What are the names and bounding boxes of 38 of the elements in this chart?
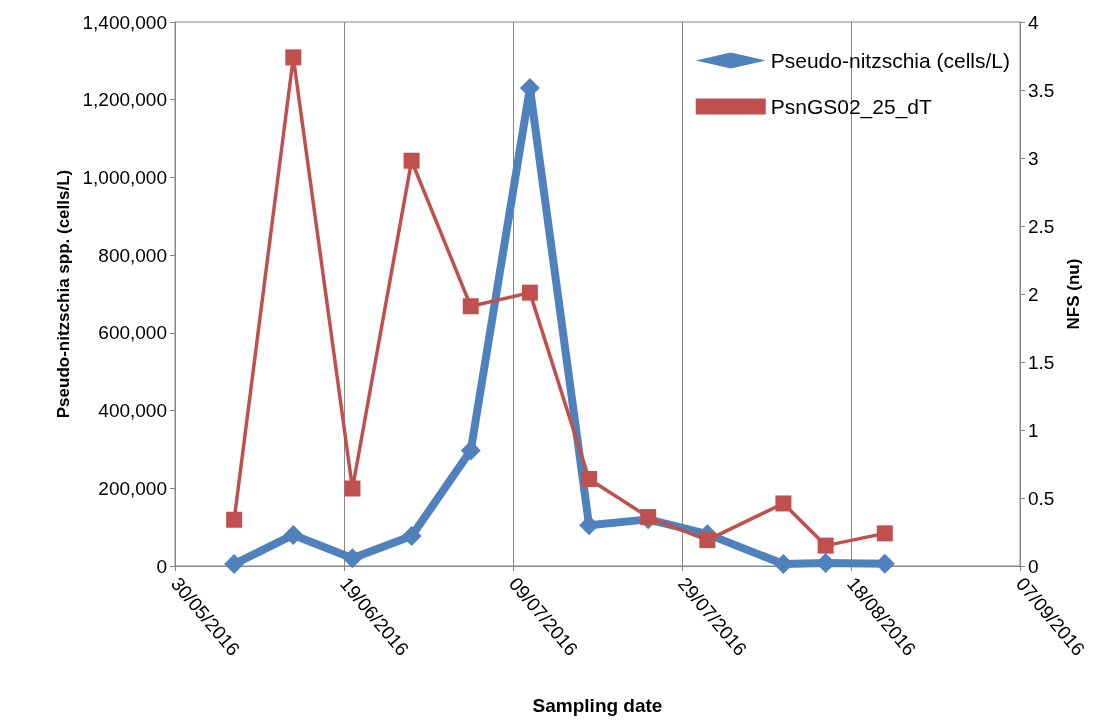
y-tick-label: 1,200,000: [82, 89, 167, 111]
point: [401, 526, 422, 547]
y2-tick-label: 0.5: [1028, 487, 1055, 509]
y2-tick-label: 2.5: [1028, 215, 1055, 237]
y2-tick-label: 1: [1028, 419, 1039, 441]
point: [876, 525, 893, 542]
y2-tick-label: 3: [1028, 147, 1039, 169]
point: [226, 511, 243, 528]
y2-tick-label: 1.5: [1028, 351, 1055, 373]
point: [817, 537, 834, 554]
y2-tick-label: 0: [1028, 555, 1039, 577]
point: [462, 298, 479, 315]
point: [342, 548, 363, 569]
y-tick-label: 600,000: [98, 322, 167, 344]
point: [283, 524, 304, 545]
y2-tick-label: 3.5: [1028, 79, 1055, 101]
legend-label: PsnGS02_25_dT: [770, 95, 933, 119]
point: [521, 284, 538, 301]
y2-tick-label: 2: [1028, 283, 1039, 305]
legend-label: Pseudo-nitzschia (cells/L): [770, 49, 1010, 72]
point: [344, 480, 361, 497]
y2-axis-title: NFS (nu): [1064, 258, 1084, 330]
x-axis-title: Sampling date: [532, 695, 663, 716]
y-axis-title: Pseudo-nitzschia spp. (cells/L): [53, 169, 73, 419]
y-tick-label: 1,000,000: [82, 166, 167, 188]
point: [285, 49, 302, 66]
point: [581, 470, 598, 487]
y-tick-label: 400,000: [98, 400, 167, 422]
y-tick-label: 200,000: [98, 477, 167, 499]
point: [699, 532, 716, 549]
y2-tick-label: 4: [1028, 11, 1039, 33]
y-tick-label: 800,000: [98, 244, 167, 266]
point: [460, 440, 481, 461]
y-tick-label: 1,400,000: [82, 11, 167, 33]
y-tick-label: 0: [156, 555, 167, 577]
point: [775, 495, 792, 512]
point: [403, 152, 420, 169]
point: [224, 554, 245, 575]
